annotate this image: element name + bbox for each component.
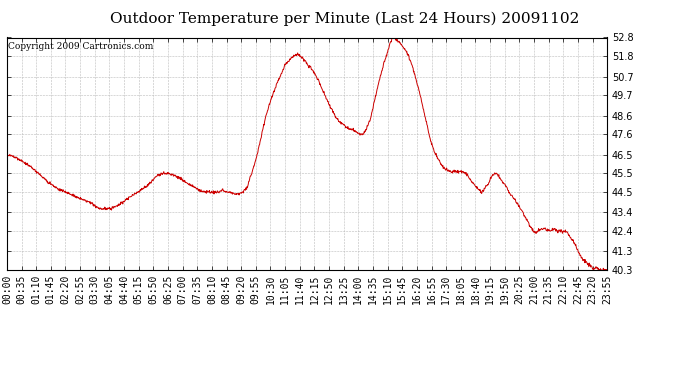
Text: Outdoor Temperature per Minute (Last 24 Hours) 20091102: Outdoor Temperature per Minute (Last 24 …	[110, 11, 580, 26]
Text: Copyright 2009 Cartronics.com: Copyright 2009 Cartronics.com	[8, 42, 153, 51]
